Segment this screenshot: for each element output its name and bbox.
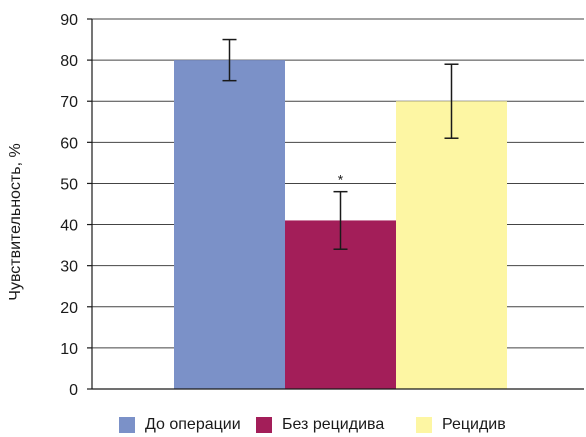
y-tick-label: 0 <box>69 382 78 399</box>
significance-asterisk: * <box>338 172 344 188</box>
legend: До операции Без рецидива Рецидив <box>0 414 586 436</box>
legend-label: Рецидив <box>442 416 506 433</box>
legend-item: Без рецидива <box>256 414 384 436</box>
y-tick-label: 20 <box>60 300 78 317</box>
y-tick-label: 50 <box>60 176 78 193</box>
legend-swatch <box>256 417 272 433</box>
y-tick-label: 60 <box>60 135 78 152</box>
bar-3 <box>396 101 507 389</box>
legend-label: Без рецидива <box>282 416 385 433</box>
y-tick-label: 70 <box>60 94 78 111</box>
legend-item: До операции <box>119 414 241 436</box>
legend-swatch <box>416 417 432 433</box>
error-bars <box>222 38 459 250</box>
y-tick-label: 90 <box>60 12 78 29</box>
bars <box>174 60 507 389</box>
y-tick-label: 10 <box>60 341 78 358</box>
y-tick-label: 40 <box>60 218 78 235</box>
y-tick-label: 30 <box>60 259 78 276</box>
bar-1 <box>174 60 285 389</box>
y-tick-labels: 0 10 20 30 40 50 60 70 80 90 <box>60 12 78 399</box>
legend-swatch <box>119 417 135 433</box>
axes <box>87 18 584 390</box>
annotations: * <box>338 172 344 188</box>
legend-label: До операции <box>145 416 241 433</box>
legend-item: Рецидив <box>416 414 506 436</box>
y-axis-label: Чувствительность, % <box>7 143 24 300</box>
y-tick-label: 80 <box>60 53 78 70</box>
